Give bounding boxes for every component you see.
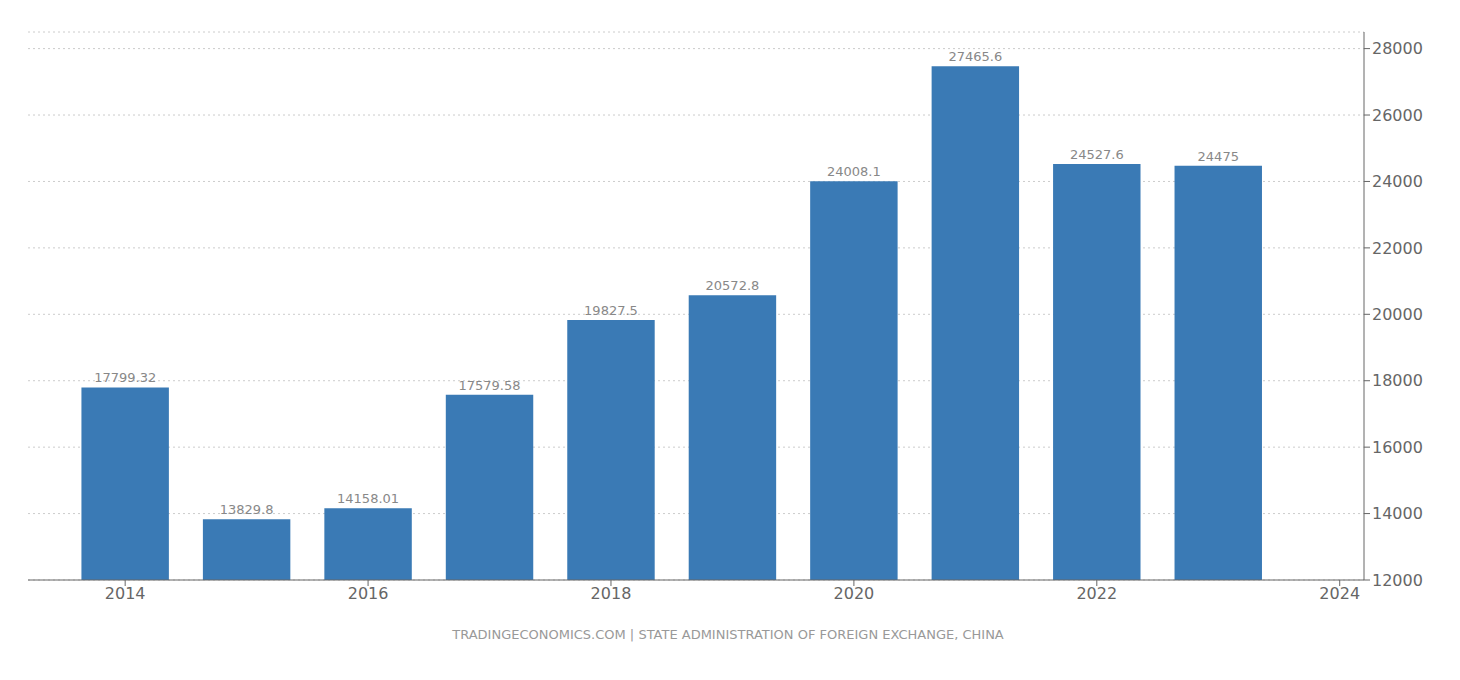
svg-text:24475: 24475: [1198, 149, 1239, 164]
svg-text:14000: 14000: [1372, 504, 1423, 523]
svg-text:12000: 12000: [1372, 571, 1423, 590]
svg-text:19827.5: 19827.5: [584, 303, 638, 318]
svg-text:17799.32: 17799.32: [94, 370, 156, 385]
svg-text:20572.8: 20572.8: [706, 278, 760, 293]
svg-text:20000: 20000: [1372, 305, 1423, 324]
svg-text:2022: 2022: [1076, 584, 1117, 603]
svg-text:24008.1: 24008.1: [827, 164, 881, 179]
svg-text:16000: 16000: [1372, 438, 1423, 457]
svg-text:28000: 28000: [1372, 39, 1423, 58]
svg-text:18000: 18000: [1372, 371, 1423, 390]
svg-text:2018: 2018: [591, 584, 632, 603]
svg-text:27465.6: 27465.6: [948, 49, 1002, 64]
svg-text:22000: 22000: [1372, 239, 1423, 258]
svg-text:2014: 2014: [105, 584, 146, 603]
svg-text:2020: 2020: [834, 584, 875, 603]
html-text:TRADINGECONOMICS.COM | STATE A: TRADINGECONOMICS.COM | STATE ADMINISTRAT…: [452, 627, 1004, 642]
svg-text:13829.8: 13829.8: [220, 502, 274, 517]
svg-text:24527.6: 24527.6: [1070, 147, 1124, 162]
svg-text:26000: 26000: [1372, 106, 1423, 125]
svg-text:24000: 24000: [1372, 172, 1423, 191]
svg-text:2016: 2016: [348, 584, 389, 603]
svg-text:2024: 2024: [1319, 584, 1360, 603]
svg-text:17579.58: 17579.58: [459, 378, 521, 393]
svg-text:14158.01: 14158.01: [337, 491, 399, 506]
